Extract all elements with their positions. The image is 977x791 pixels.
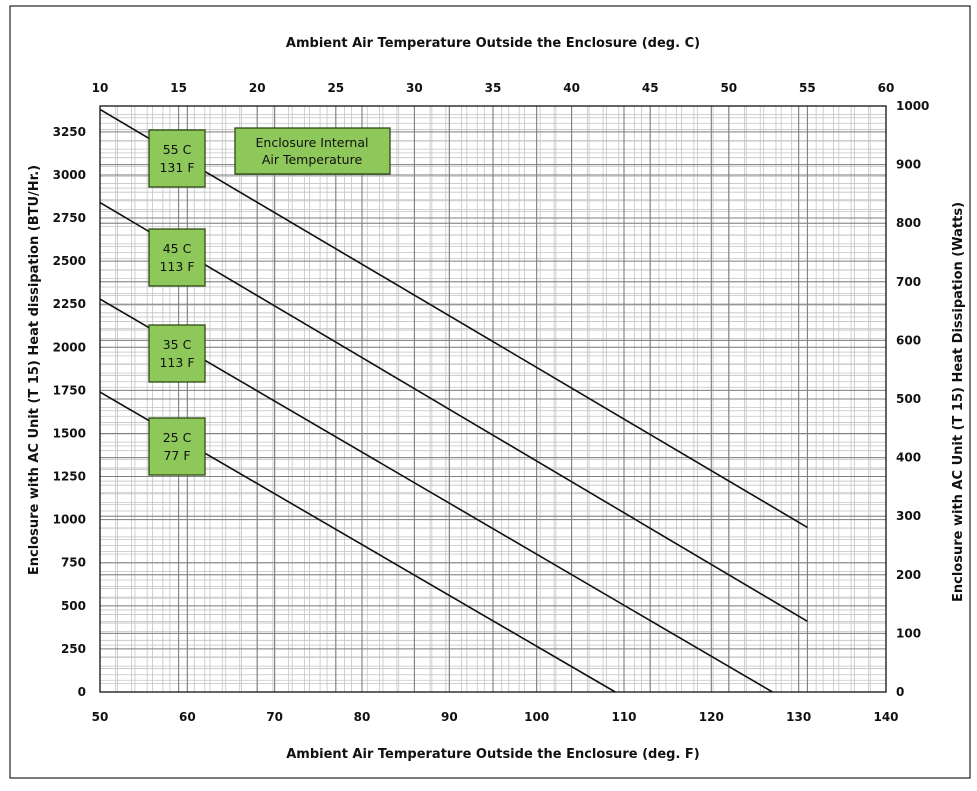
top-tick-label: 45 bbox=[642, 81, 659, 95]
left-tick-label: 500 bbox=[61, 599, 86, 613]
legend-box: Enclosure Internal Air Temperature bbox=[234, 127, 391, 175]
top-tick-label: 15 bbox=[170, 81, 187, 95]
right-tick-label: 0 bbox=[896, 685, 904, 699]
bottom-tick-label: 80 bbox=[354, 710, 371, 724]
series-label: 35 C 113 F bbox=[148, 324, 206, 383]
bottom-tick-label: 120 bbox=[699, 710, 724, 724]
bottom-tick-label: 100 bbox=[524, 710, 549, 724]
left-tick-label: 2750 bbox=[53, 211, 86, 225]
bottom-tick-label: 110 bbox=[611, 710, 636, 724]
bottom-tick-label: 70 bbox=[266, 710, 283, 724]
left-axis-title: Enclosure with AC Unit (T 15) Heat dissi… bbox=[27, 165, 42, 575]
right-tick-label: 1000 bbox=[896, 99, 929, 113]
series-label-fahrenheit: 77 F bbox=[163, 448, 190, 463]
left-tick-label: 0 bbox=[78, 685, 86, 699]
top-tick-label: 30 bbox=[406, 81, 423, 95]
top-tick-label: 60 bbox=[878, 81, 895, 95]
series-label-fahrenheit: 113 F bbox=[159, 355, 194, 370]
bottom-tick-label: 140 bbox=[873, 710, 898, 724]
right-tick-label: 400 bbox=[896, 451, 921, 465]
series-label-fahrenheit: 113 F bbox=[159, 259, 194, 274]
series-line bbox=[99, 298, 773, 693]
legend-line-1: Enclosure Internal bbox=[256, 135, 369, 150]
series-label-box bbox=[148, 324, 206, 383]
bottom-tick-label: 130 bbox=[786, 710, 811, 724]
top-tick-label: 20 bbox=[249, 81, 266, 95]
right-axis-title: Enclosure with AC Unit (T 15) Heat Dissi… bbox=[951, 202, 966, 602]
series-labels: 55 C 131 F 45 C 113 F 35 C 113 F 25 C 77 F bbox=[148, 129, 206, 476]
left-tick-label: 2500 bbox=[53, 254, 86, 268]
series-label: 25 C 77 F bbox=[148, 417, 206, 476]
series-line bbox=[99, 201, 808, 623]
series-label-celsius: 45 C bbox=[163, 241, 192, 256]
bottom-tick-label: 60 bbox=[179, 710, 196, 724]
series-label: 45 C 113 F bbox=[148, 228, 206, 287]
right-tick-label: 200 bbox=[896, 568, 921, 582]
left-tick-label: 2250 bbox=[53, 297, 86, 311]
bottom-tick-label: 90 bbox=[441, 710, 458, 724]
right-tick-label: 700 bbox=[896, 275, 921, 289]
top-tick-label: 35 bbox=[485, 81, 502, 95]
left-tick-label: 1250 bbox=[53, 470, 86, 484]
left-tick-label: 750 bbox=[61, 556, 86, 570]
grid bbox=[100, 106, 886, 692]
series-label-fahrenheit: 131 F bbox=[159, 160, 194, 175]
left-tick-label: 1000 bbox=[53, 513, 86, 527]
series-label-celsius: 25 C bbox=[163, 430, 192, 445]
left-tick-label: 1500 bbox=[53, 426, 86, 440]
left-tick-label: 250 bbox=[61, 642, 86, 656]
top-tick-label: 25 bbox=[327, 81, 344, 95]
tick-labels: 10 15 20 25 30 35 40 45 50 55 60 50 60 70 80 90 100 110 12… bbox=[53, 81, 930, 724]
left-tick-label: 2000 bbox=[53, 340, 86, 354]
right-tick-label: 800 bbox=[896, 216, 921, 230]
top-tick-label: 40 bbox=[563, 81, 580, 95]
series-lines bbox=[99, 108, 808, 693]
right-tick-label: 500 bbox=[896, 392, 921, 406]
top-tick-label: 50 bbox=[720, 81, 737, 95]
left-tick-label: 3000 bbox=[53, 168, 86, 182]
series-line bbox=[99, 108, 808, 529]
top-tick-label: 10 bbox=[92, 81, 109, 95]
plot-area-border bbox=[99, 105, 887, 693]
series-label-box bbox=[148, 228, 206, 287]
right-tick-label: 600 bbox=[896, 333, 921, 347]
series-label-celsius: 55 C bbox=[163, 142, 192, 157]
series-label-celsius: 35 C bbox=[163, 337, 192, 352]
bottom-tick-label: 50 bbox=[92, 710, 109, 724]
series-label-box bbox=[148, 417, 206, 476]
series-label-box bbox=[148, 129, 206, 188]
right-tick-label: 100 bbox=[896, 626, 921, 640]
left-tick-label: 3250 bbox=[53, 125, 86, 139]
top-axis-title: Ambient Air Temperature Outside the Encl… bbox=[286, 36, 700, 51]
right-tick-label: 900 bbox=[896, 158, 921, 172]
left-tick-label: 1750 bbox=[53, 383, 86, 397]
right-tick-label: 300 bbox=[896, 509, 921, 523]
legend-line-2: Air Temperature bbox=[262, 152, 363, 167]
top-tick-label: 55 bbox=[799, 81, 816, 95]
bottom-axis-title: Ambient Air Temperature Outside the Encl… bbox=[286, 747, 699, 762]
series-label: 55 C 131 F bbox=[148, 129, 206, 188]
outer-border bbox=[9, 5, 971, 779]
